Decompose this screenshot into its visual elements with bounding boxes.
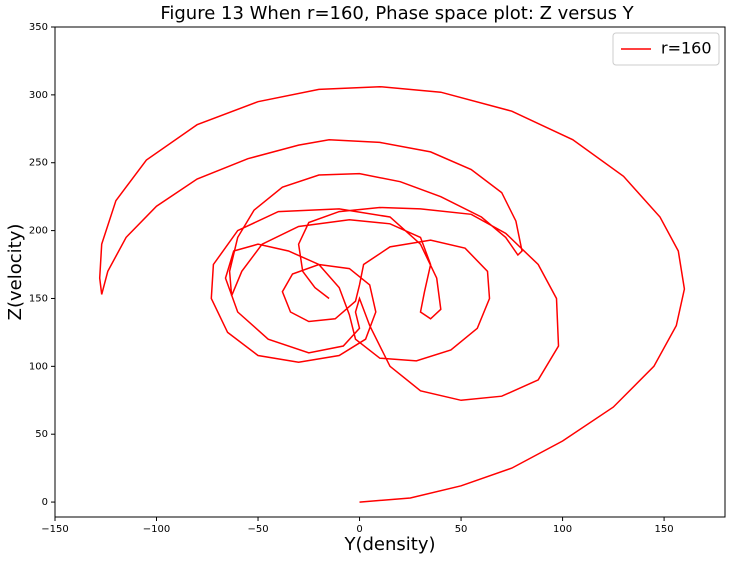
x-tick-label: 0 bbox=[356, 524, 362, 535]
chart-title: Figure 13 When r=160, Phase space plot: … bbox=[160, 3, 634, 24]
y-tick-label: 150 bbox=[29, 293, 48, 304]
x-tick-label: 50 bbox=[455, 524, 468, 535]
legend-label: r=160 bbox=[661, 39, 712, 58]
y-tick-label: 300 bbox=[29, 90, 48, 101]
y-tick-label: 0 bbox=[42, 497, 48, 508]
x-tick-label: −50 bbox=[247, 524, 268, 535]
data-line bbox=[98, 85, 686, 503]
y-tick-label: 200 bbox=[29, 226, 48, 237]
x-tick-label: −100 bbox=[143, 524, 170, 535]
y-axis-label: Z(velocity) bbox=[5, 224, 26, 321]
legend-box bbox=[612, 32, 720, 66]
x-axis-label: Y(density) bbox=[343, 534, 435, 555]
y-tick-label: 50 bbox=[35, 429, 48, 440]
x-tick-label: 100 bbox=[553, 524, 572, 535]
x-tick-label: −150 bbox=[41, 524, 68, 535]
x-tick-label: 150 bbox=[655, 524, 674, 535]
plot-frame bbox=[54, 26, 726, 518]
y-tick-label: 350 bbox=[29, 22, 48, 33]
y-tick-label: 100 bbox=[29, 361, 48, 372]
y-tick-label: 250 bbox=[29, 158, 48, 169]
